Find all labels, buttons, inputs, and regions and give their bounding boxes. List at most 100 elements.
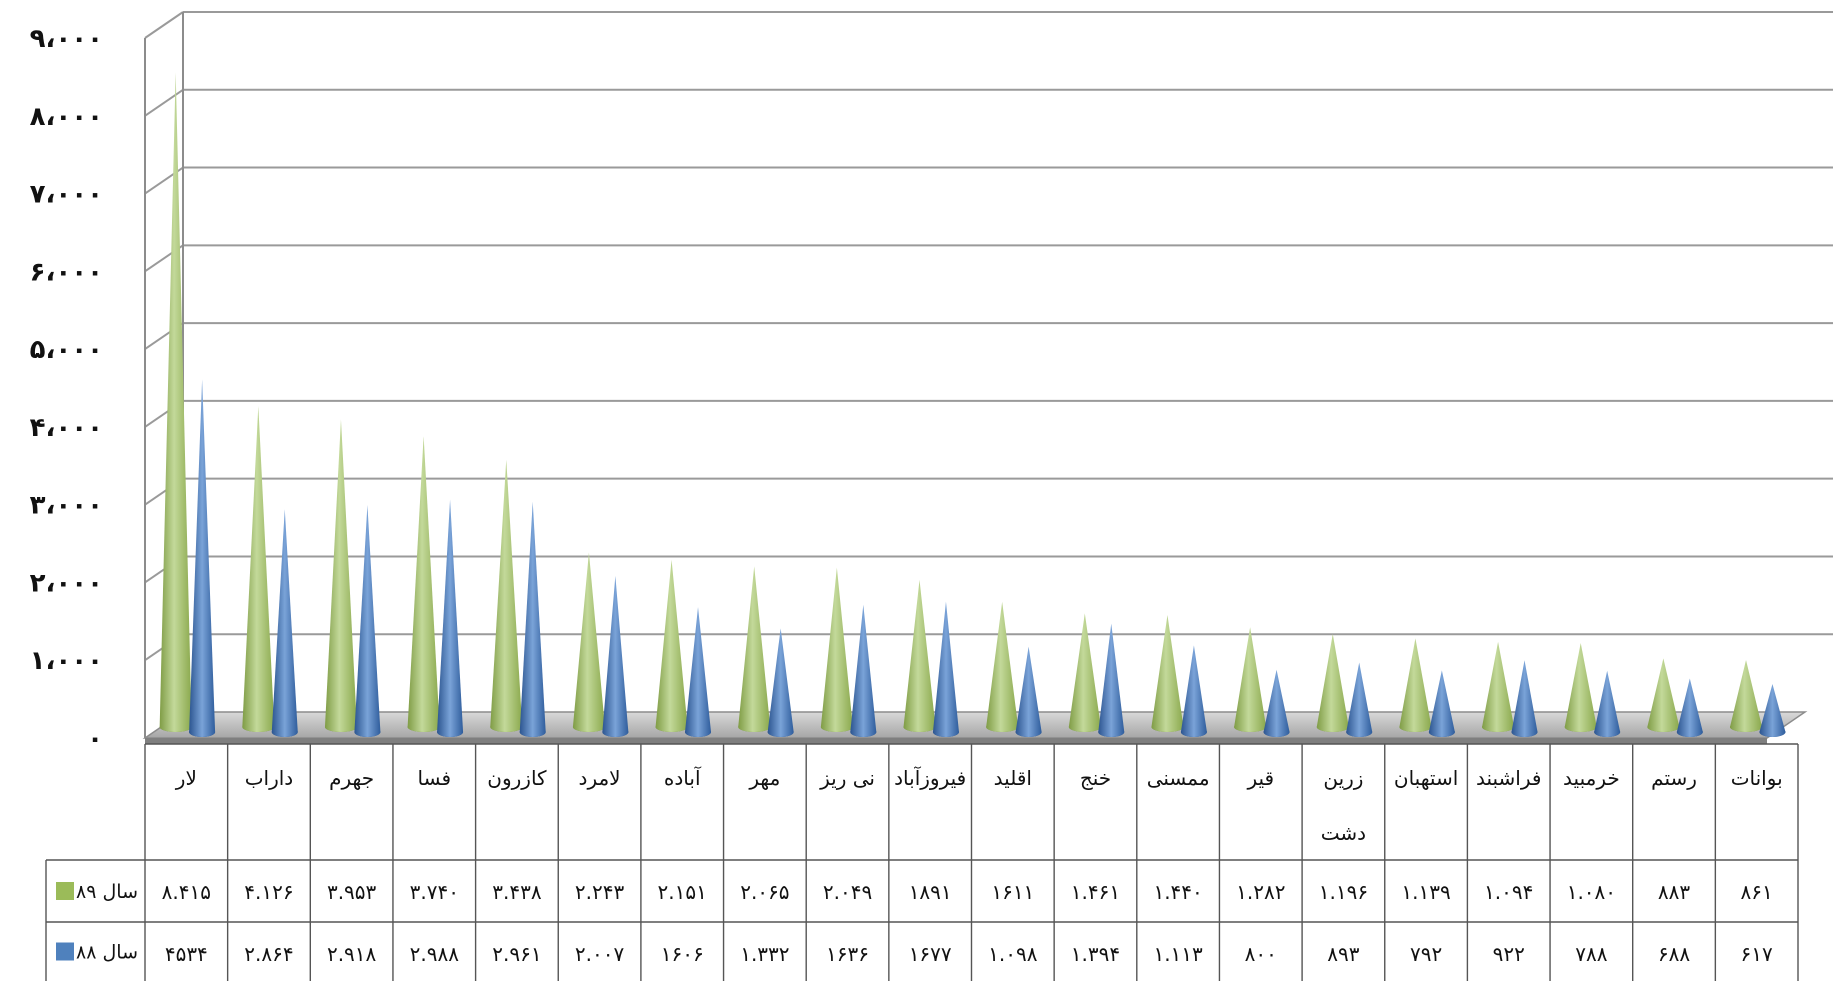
category-label: دشت: [1321, 821, 1366, 845]
y-tick-label: ۶،۰۰۰: [30, 257, 103, 287]
cone-series-88-body: [1511, 660, 1538, 738]
data-cell: ۲.۹۸۸: [410, 942, 460, 966]
y-tick-label: ۴،۰۰۰: [30, 413, 103, 443]
cone-series-89: [655, 559, 688, 733]
cone-series-89-body: [820, 567, 853, 733]
cone-series-88: [850, 604, 877, 738]
cone-series-88: [767, 628, 794, 738]
cone-series-89: [1564, 643, 1597, 733]
y-tick-label: ۸،۰۰۰: [30, 102, 103, 132]
cone-series-89: [1234, 627, 1267, 733]
y-tick-label: ۹،۰۰۰: [30, 24, 103, 54]
data-cell: ۶۱۷: [1741, 942, 1773, 966]
cone-series-88: [1759, 684, 1786, 738]
cone-series-89: [1647, 658, 1680, 733]
cone-series-88: [1015, 646, 1042, 738]
cone-series-89: [986, 601, 1019, 733]
cone-series-88-body: [932, 601, 959, 738]
data-cell: ۱.۲۸۲: [1236, 880, 1285, 904]
data-cell: ۷۸۸: [1575, 942, 1607, 966]
data-cell: ۳.۴۳۸: [492, 880, 542, 904]
cone-series-89-body: [986, 601, 1019, 733]
y-tick-label: ۱،۰۰۰: [30, 646, 103, 676]
data-cell: ۷۹۲: [1410, 942, 1442, 966]
data-cell: ۱.۰۹۴: [1484, 880, 1533, 904]
cone-series-89: [407, 436, 440, 733]
side-gridline: [144, 88, 184, 117]
category-label: نی ریز: [819, 766, 875, 790]
legend-swatch: [56, 942, 74, 961]
cone-series-89-body: [1234, 627, 1267, 733]
cone-series-89: [1151, 615, 1184, 733]
cone-series-88-body: [685, 607, 712, 738]
cone-series-88-body: [850, 604, 877, 738]
category-label: ممسنی: [1147, 766, 1210, 790]
cone-series-89: [159, 72, 192, 733]
data-cell: ۱.۱۱۳: [1153, 942, 1203, 966]
category-label: مهر: [748, 766, 780, 790]
back-wall: [183, 12, 1833, 712]
cone-series-88: [602, 575, 629, 738]
data-cell: ۲.۸۶۴: [244, 942, 293, 966]
cone-series-88: [1098, 623, 1125, 738]
y-tick-label: ۲،۰۰۰: [30, 568, 103, 598]
data-cell: ۲.۱۵۱: [658, 880, 707, 904]
cone-series-89: [903, 579, 936, 733]
chart-floor: [142, 711, 1808, 744]
data-cell: ۸۰۰: [1245, 942, 1277, 966]
data-cell: ۱۶۰۶: [661, 942, 704, 966]
category-label: لامرد: [579, 766, 621, 790]
cone-series-88: [1180, 645, 1207, 738]
cone-series-88-body: [354, 505, 381, 738]
cone-series-89-body: [324, 419, 357, 733]
data-cell: ۹۲۲: [1493, 942, 1525, 966]
data-cell: ۳.۹۵۳: [327, 880, 377, 904]
y-tick-label: ۷،۰۰۰: [30, 180, 103, 210]
floor-top: [142, 711, 1808, 739]
data-cell: ۴.۱۲۶: [244, 880, 293, 904]
cone-series-89: [1068, 613, 1101, 733]
cone-series-89-body: [738, 566, 771, 733]
category-label: استهبان: [1394, 766, 1458, 790]
data-cell: ۸۸۳: [1658, 880, 1690, 904]
data-cell: ۸۶۱: [1741, 880, 1773, 904]
cone-series-89: [1730, 660, 1763, 733]
data-cell: ۴۵۳۴: [165, 942, 208, 966]
cone-series-89: [738, 566, 771, 733]
cone-series-89: [490, 459, 523, 733]
legend-swatch: [56, 882, 74, 900]
y-axis: ۰ ۱،۰۰۰ ۲،۰۰۰ ۳،۰۰۰ ۴،۰۰۰ ۵،۰۰۰ ۶،۰۰۰ ۷،۰۰۰ ۸،۰۰…: [30, 24, 103, 754]
category-label: جهرم: [329, 766, 374, 790]
cone-series-88-body: [1346, 662, 1373, 738]
cone-series-88: [1263, 669, 1290, 738]
cone-series-88: [1594, 670, 1621, 738]
cone-series-89-body: [655, 559, 688, 733]
cone-series-88: [1511, 660, 1538, 738]
data-cell: ۱۶۷۷: [909, 942, 952, 966]
category-label: فسا: [418, 766, 452, 790]
cone-series-89: [1399, 638, 1432, 733]
cone-series-89-body: [1647, 658, 1680, 733]
data-cell: ۱۸۹۱: [909, 880, 952, 904]
cone-series-88-body: [189, 379, 216, 738]
data-cell: ۱.۱۳۹: [1401, 880, 1450, 904]
legend-label: سال ۸۹: [76, 881, 138, 903]
data-cell: ۲.۹۱۸: [327, 942, 377, 966]
cone-series-89-body: [1399, 638, 1432, 733]
data-cell: ۸.۴۱۵: [162, 880, 211, 904]
data-cones: [159, 72, 1786, 738]
data-cell: ۲.۲۴۳: [575, 880, 625, 904]
cone-series-88: [1346, 662, 1373, 738]
y-tick-label: ۰: [87, 724, 103, 754]
cone-series-88: [932, 601, 959, 738]
cone-series-88-body: [437, 499, 464, 738]
cone-series-88: [1676, 678, 1703, 738]
cone-series-88: [354, 505, 381, 738]
category-label: فیروزآباد: [894, 765, 966, 790]
cone-series-89: [324, 419, 357, 733]
data-cell: ۱.۴۶۱: [1071, 880, 1120, 904]
y-tick-label: ۵،۰۰۰: [30, 335, 103, 365]
category-label: فراشبند: [1476, 766, 1541, 790]
cone-series-89-body: [407, 436, 440, 733]
data-cell: ۲.۹۶۱: [492, 942, 541, 966]
